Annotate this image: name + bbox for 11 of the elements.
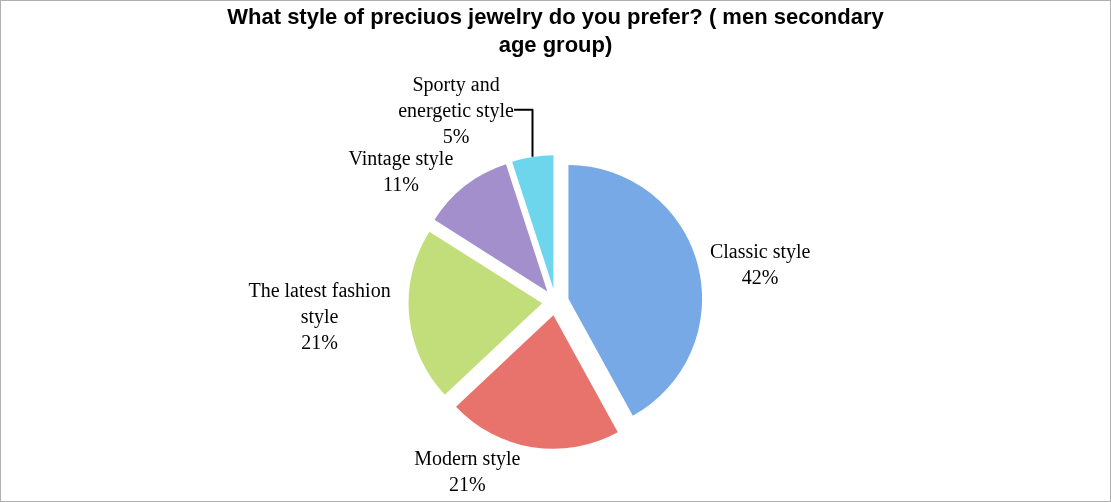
data-label: 21% <box>449 472 486 495</box>
slice-label: Classic style <box>709 239 811 263</box>
data-label: 21% <box>301 331 338 354</box>
slice-label: Vintage style <box>348 146 454 170</box>
data-label: 11% <box>382 172 419 195</box>
slice-label: Sporty and energetic style <box>398 72 514 122</box>
slice-label: Modern style <box>414 446 521 470</box>
slice-label: The latest fashion style <box>248 279 391 329</box>
chart-title: What style of preciuos jewelry do you prefer? ( men secondary age group) <box>227 3 885 58</box>
data-label: 5% <box>442 124 470 147</box>
data-label: 42% <box>741 265 779 288</box>
